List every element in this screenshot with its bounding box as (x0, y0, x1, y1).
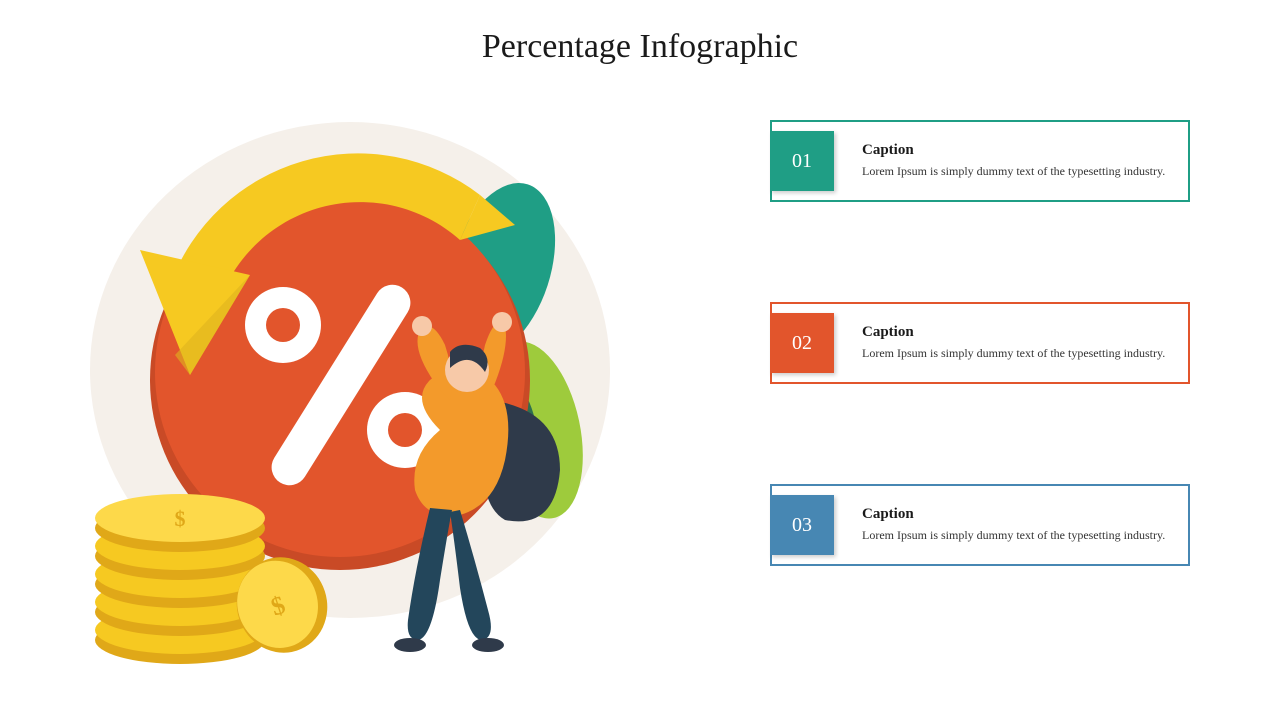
card-number-badge: 01 (770, 131, 834, 191)
page-title: Percentage Infographic (0, 28, 1280, 66)
caption-card-2: 02 Caption Lorem Ipsum is simply dummy t… (770, 302, 1190, 384)
percentage-illustration: $ $ (60, 100, 620, 680)
caption-card-3: 03 Caption Lorem Ipsum is simply dummy t… (770, 484, 1190, 566)
card-caption: Caption (862, 142, 1170, 159)
card-body: Lorem Ipsum is simply dummy text of the … (862, 163, 1170, 180)
card-number-badge: 03 (770, 495, 834, 555)
caption-card-1: 01 Caption Lorem Ipsum is simply dummy t… (770, 120, 1190, 202)
card-body: Lorem Ipsum is simply dummy text of the … (862, 527, 1170, 544)
caption-cards: 01 Caption Lorem Ipsum is simply dummy t… (770, 120, 1190, 566)
card-caption: Caption (862, 324, 1170, 341)
card-caption: Caption (862, 506, 1170, 523)
card-number-badge: 02 (770, 313, 834, 373)
card-body: Lorem Ipsum is simply dummy text of the … (862, 345, 1170, 362)
svg-text:$: $ (175, 506, 186, 531)
